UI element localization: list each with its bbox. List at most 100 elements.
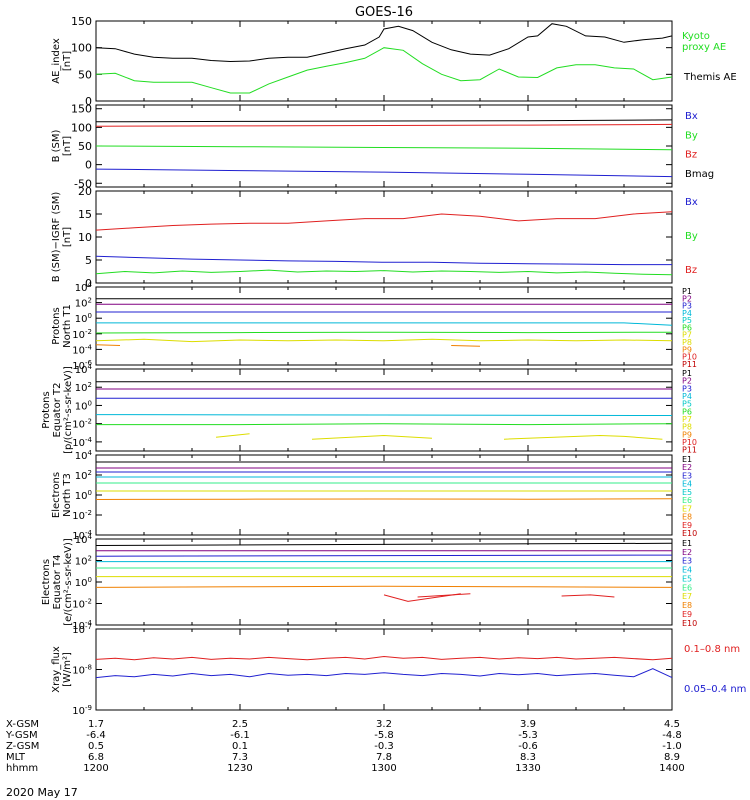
y-tick-label: 10-8 <box>72 664 92 677</box>
legend-p8: P8 <box>682 338 692 347</box>
y-tick-label: 10-4 <box>72 619 92 632</box>
legend-themis-ae: Themis AE <box>683 72 737 83</box>
ephemeris-value: -6.1 <box>230 730 250 741</box>
y-axis-label: Electrons <box>41 559 52 605</box>
y-axis-label: [W/m²] <box>62 652 73 687</box>
legend-e10: E10 <box>682 529 697 538</box>
legend-e1: E1 <box>682 455 692 464</box>
y-tick-label: 50 <box>78 68 92 81</box>
legend-e10: E10 <box>682 619 697 628</box>
y-axis-label: [nT] <box>62 227 73 247</box>
legend-e3: E3 <box>682 471 692 480</box>
series-line-p9b <box>451 345 481 347</box>
ephemeris-value: 7.3 <box>232 752 248 763</box>
legend-e8: E8 <box>682 601 692 610</box>
ephemeris-value: 7.8 <box>376 752 392 763</box>
series-line-e9b <box>417 593 471 598</box>
panel-frame <box>95 190 673 284</box>
series-line-bx <box>95 168 673 178</box>
y-tick-label: 15 <box>78 208 92 221</box>
ephemeris-value: -6.4 <box>86 730 106 741</box>
legend-bz: Bz <box>685 265 697 276</box>
ephemeris-value: -0.3 <box>374 741 394 752</box>
series-line-e3 <box>95 554 673 557</box>
y-tick-label: 10-2 <box>72 418 92 431</box>
legend-e3: E3 <box>682 557 692 566</box>
ephemeris-value: 3.9 <box>520 719 536 730</box>
ephemeris-value: 0.1 <box>232 741 248 752</box>
ephemeris-row-label: MLT <box>6 752 26 763</box>
legend-e6: E6 <box>682 496 692 505</box>
legend-e2: E2 <box>682 463 692 472</box>
panel-frame <box>95 20 673 102</box>
series-line-p8c <box>503 434 663 440</box>
y-tick-label: 100 <box>71 42 92 55</box>
series-line-p6 <box>95 331 673 334</box>
ephemeris-value: -5.8 <box>374 730 394 741</box>
ephemeris-row-label: hhmm <box>6 763 38 774</box>
panel-frame <box>95 538 673 626</box>
legend-bmag: Bmag <box>685 169 714 180</box>
y-tick-label: 10-2 <box>72 598 92 611</box>
legend-p5: P5 <box>682 400 692 409</box>
ephemeris-value: 1200 <box>83 763 108 774</box>
legend-e4: E4 <box>682 480 692 489</box>
legend-bx: Bx <box>685 197 698 208</box>
series-line-p6 <box>96 423 673 426</box>
y-tick-label: 10-4 <box>72 436 92 449</box>
series-line-p9 <box>95 344 121 346</box>
series-line-e1 <box>95 542 673 546</box>
ephemeris-row-label: Y-GSM <box>5 730 38 741</box>
panel-frame <box>95 454 673 536</box>
legend-p3: P3 <box>682 384 692 393</box>
y-axis-label: North T1 <box>62 304 73 348</box>
panel-ee <box>95 538 673 626</box>
y-tick-label: 104 <box>75 363 93 376</box>
legend-0-1-0-8-nm: 0.1–0.8 nm <box>684 644 740 655</box>
legend-bx: Bx <box>685 111 698 122</box>
legend-e9: E9 <box>682 610 692 619</box>
panel-frame <box>95 628 673 711</box>
legend-bz: Bz <box>685 150 697 161</box>
y-axis-label: Electrons <box>51 472 62 518</box>
y-axis-label: [e/(cm²-s-sr-keV)] <box>63 538 74 626</box>
series-line-bx <box>95 255 672 266</box>
legend-p10: P10 <box>682 438 697 447</box>
y-tick-label: 10-4 <box>72 529 92 542</box>
y-axis-label: Equator T2 <box>52 383 63 438</box>
y-tick-label: 0 <box>85 277 92 290</box>
series-line-e8 <box>95 498 673 500</box>
y-tick-label: 10 <box>78 231 92 244</box>
legend-p4: P4 <box>682 309 692 318</box>
legend-p6: P6 <box>682 323 692 332</box>
legend-p2: P2 <box>682 377 692 386</box>
y-axis-label: [nT] <box>62 51 73 71</box>
y-tick-label: 102 <box>75 469 92 482</box>
legend-by: By <box>685 130 698 141</box>
ephemeris-value: 4.5 <box>664 719 680 730</box>
legend-p5: P5 <box>682 316 692 325</box>
y-tick-label: 10-2 <box>72 328 92 341</box>
legend-e6: E6 <box>682 583 692 592</box>
ephemeris-value: -0.6 <box>518 741 538 752</box>
series-line-bz <box>95 123 673 127</box>
y-tick-label: 10-9 <box>72 704 92 717</box>
legend-p4: P4 <box>682 392 692 401</box>
series-line-p8b <box>311 434 433 440</box>
legend-0-05-0-4-nm: 0.05–0.4 nm <box>684 684 746 695</box>
panel-bres <box>95 190 673 284</box>
ephemeris-value: 3.2 <box>376 719 392 730</box>
y-axis-label: Xray_flux <box>51 646 62 693</box>
series-line-p8 <box>95 338 673 343</box>
y-axis-label: Protons <box>51 307 62 344</box>
legend-p3: P3 <box>682 302 692 311</box>
date-label: 2020 May 17 <box>6 786 78 799</box>
y-tick-label: 0 <box>85 95 92 108</box>
legend-e7: E7 <box>682 504 692 513</box>
series-line-bmag <box>95 119 673 123</box>
series-line-e9 <box>383 593 461 602</box>
legend-e7: E7 <box>682 592 692 601</box>
series-line-e8 <box>95 585 673 588</box>
ephemeris-value: -4.8 <box>662 730 682 741</box>
